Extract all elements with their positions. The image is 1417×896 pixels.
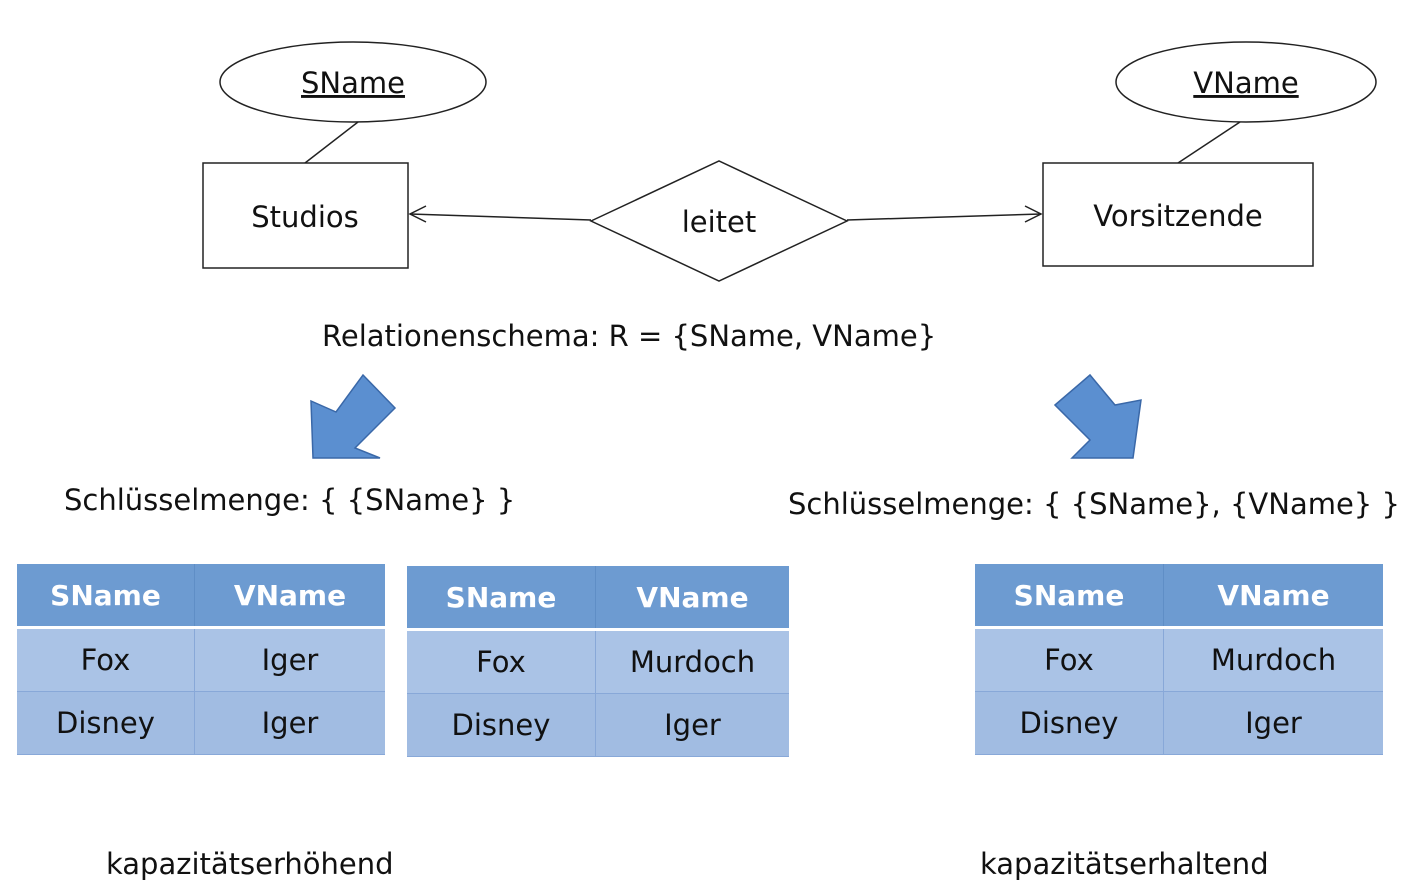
table-header-cell: VName [1163,564,1383,629]
table-cell: Fox [975,627,1164,692]
table-header-row: SName VName [975,564,1383,629]
attribute-sname-text: SName [301,66,405,100]
arrowhead-to-studios [408,205,427,223]
table-cell: Fox [407,629,596,694]
table-row: Fox Murdoch [407,629,789,694]
table-header-cell: SName [975,564,1164,629]
entity-vorsitzende-box [1042,162,1314,267]
table-row: Disney Iger [975,691,1383,755]
entity-studios-text: Studios [251,200,358,234]
table-row: Fox Murdoch [975,627,1383,692]
table-header-cell: VName [194,564,385,629]
block-arrow-right-icon [1053,373,1142,459]
entity-vorsitzende-text: Vorsitzende [1093,199,1262,233]
table-row: Disney Iger [407,693,789,757]
table-cell: Murdoch [595,629,789,694]
caption-left-text: kapazitätserhöhend [106,847,394,881]
table-row: Disney Iger [17,691,385,755]
table-cell: Iger [194,627,385,692]
table-header-cell: VName [595,566,789,631]
arrow-line-to-vorsitzende [846,213,1042,221]
attribute-link-left [304,121,359,164]
table-cell: Iger [1163,691,1383,755]
table-header-row: SName VName [407,566,789,631]
relationship-diamond [589,160,849,282]
table-cell: Murdoch [1163,627,1383,692]
entity-studios-box [202,162,409,269]
table-cell: Disney [975,691,1164,755]
attribute-vname-text: VName [1193,66,1298,100]
relation-table-right: SName VName Fox Murdoch Disney Iger [975,564,1383,755]
arrowhead-to-vorsitzende [1024,205,1043,223]
relation-table-left-1: SName VName Fox Iger Disney Iger [17,564,385,755]
table-cell: Disney [407,693,596,757]
keyset-right-text: Schlüsselmenge: { {SName}, {VName} } [788,487,1400,521]
attribute-ellipse-sname [219,41,487,123]
table-header-row: SName VName [17,564,385,629]
table-header-cell: SName [17,564,195,629]
attribute-ellipse-vname [1115,41,1377,123]
keyset-left-text: Schlüsselmenge: { {SName} } [64,483,516,517]
relationship-text: leitet [682,205,757,239]
relation-schema-text: Relationenschema: R = {SName, VName} [322,319,937,353]
table-header-cell: SName [407,566,596,631]
relation-table-left-2: SName VName Fox Murdoch Disney Iger [407,566,789,757]
block-arrow-left-icon [310,373,397,459]
table-cell: Iger [194,691,385,755]
table-cell: Disney [17,691,195,755]
table-cell: Fox [17,627,195,692]
table-cell: Iger [595,693,789,757]
table-row: Fox Iger [17,627,385,692]
caption-right-text: kapazitätserhaltend [980,847,1269,881]
attribute-link-right [1177,121,1241,164]
arrow-line-to-studios [409,213,592,221]
